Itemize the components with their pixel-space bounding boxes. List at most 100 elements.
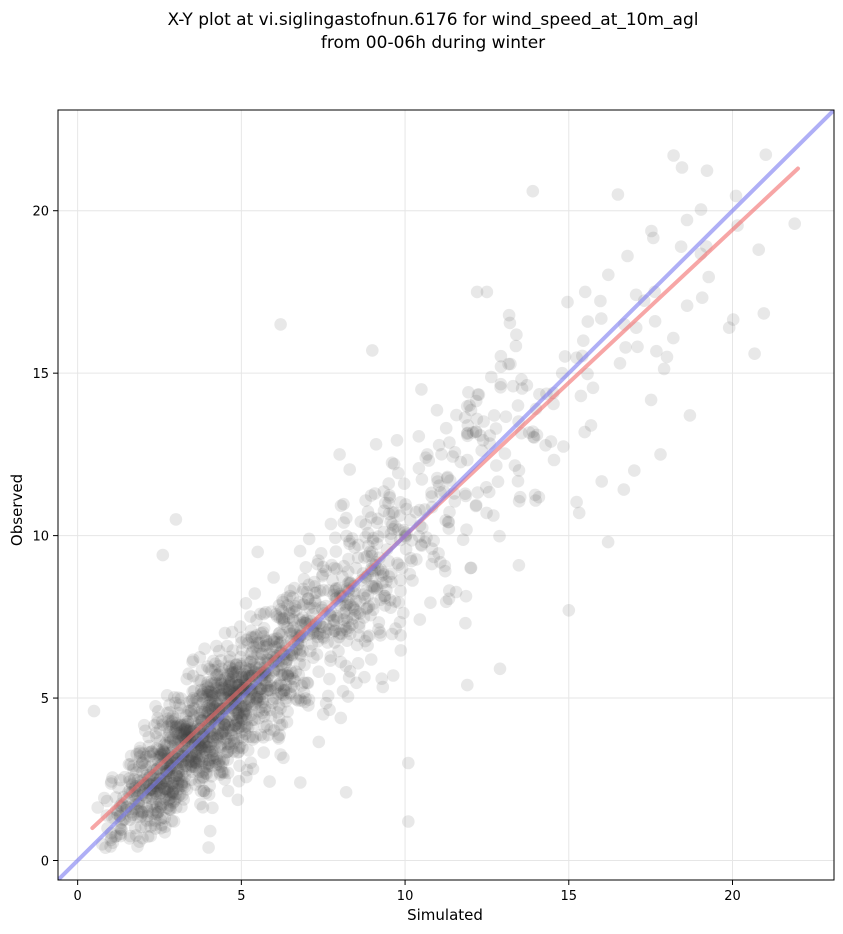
scatter-point xyxy=(142,746,155,759)
scatter-point xyxy=(168,724,182,738)
scatter-point xyxy=(226,723,240,736)
scatter-point xyxy=(235,725,248,739)
scatter-point xyxy=(225,679,238,692)
scatter-point xyxy=(289,693,303,706)
scatter-point xyxy=(512,494,526,508)
scatter-point xyxy=(393,509,407,522)
scatter-point xyxy=(192,674,206,687)
scatter-point xyxy=(511,474,525,488)
scatter-point xyxy=(208,695,222,709)
scatter-point xyxy=(493,529,506,543)
scatter-point xyxy=(277,612,291,625)
scatter-point xyxy=(361,630,374,643)
scatter-point xyxy=(330,581,343,595)
scatter-point xyxy=(231,707,245,720)
scatter-point xyxy=(288,674,302,688)
scatter-point xyxy=(494,360,508,373)
scatter-point xyxy=(192,719,205,732)
scatter-point xyxy=(404,513,417,527)
scatter-point xyxy=(114,827,127,841)
scatter-point xyxy=(310,648,324,661)
scatter-point xyxy=(215,662,229,676)
scatter-point xyxy=(210,752,223,765)
scatter-point xyxy=(176,779,190,793)
scatter-point xyxy=(415,383,428,396)
scatter-point xyxy=(267,632,281,646)
scatter-point xyxy=(319,619,333,632)
scatter-point xyxy=(222,684,235,697)
scatter-point xyxy=(213,754,227,767)
scatter-point xyxy=(502,357,515,371)
scatter-point xyxy=(274,702,287,715)
scatter-point xyxy=(164,735,177,749)
scatter-point xyxy=(166,796,180,810)
scatter-point xyxy=(343,463,357,476)
scatter-point xyxy=(176,768,189,782)
scatter-point xyxy=(352,621,366,634)
scatter-point xyxy=(380,583,393,597)
scatter-point xyxy=(648,315,662,328)
scatter-point xyxy=(189,760,202,774)
scatter-point xyxy=(168,691,181,704)
scatter-point xyxy=(161,776,174,789)
scatter-point xyxy=(667,149,680,162)
scatter-point xyxy=(316,620,330,634)
scatter-point xyxy=(244,647,258,660)
scatter-point xyxy=(173,726,187,740)
scatter-point xyxy=(272,664,286,678)
scatter-point xyxy=(145,745,159,758)
scatter-point xyxy=(464,403,478,417)
scatter-point xyxy=(337,606,351,620)
scatter-point xyxy=(461,426,474,440)
scatter-point xyxy=(134,805,148,818)
scatter-point xyxy=(460,400,474,413)
scatter-point xyxy=(211,728,225,742)
scatter-point xyxy=(389,622,402,635)
scatter-point xyxy=(179,764,192,778)
scatter-point xyxy=(482,485,496,499)
scatter-point xyxy=(527,430,540,444)
scatter-point xyxy=(162,802,176,816)
scatter-point xyxy=(287,605,301,619)
scatter-point xyxy=(281,621,294,634)
scatter-point xyxy=(123,813,137,826)
scatter-point xyxy=(236,741,249,755)
scatter-point xyxy=(267,571,280,584)
scatter-point xyxy=(203,753,217,767)
scatter-point xyxy=(402,756,415,770)
scatter-point xyxy=(274,318,287,331)
scatter-point xyxy=(291,694,305,707)
scatter-point xyxy=(172,776,185,790)
scatter-point xyxy=(175,764,189,777)
scatter-point xyxy=(177,726,191,739)
scatter-point xyxy=(216,688,229,701)
scatter-point xyxy=(215,687,228,701)
scatter-point xyxy=(229,719,242,732)
scatter-point xyxy=(358,670,371,684)
scatter-point xyxy=(325,558,339,572)
scatter-point xyxy=(349,561,363,575)
scatter-point xyxy=(216,674,229,687)
scatter-point xyxy=(285,666,299,680)
scatter-point xyxy=(439,514,453,527)
scatter-point xyxy=(172,766,185,780)
scatter-point xyxy=(180,672,194,686)
scatter-point xyxy=(359,530,372,544)
scatter-point xyxy=(166,787,180,801)
scatter-point xyxy=(660,350,674,364)
scatter-point xyxy=(281,669,295,683)
scatter-point xyxy=(281,705,294,718)
scatter-point xyxy=(384,515,397,529)
scatter-point xyxy=(272,678,286,692)
scatter-point xyxy=(163,788,176,802)
scatter-point xyxy=(272,627,286,640)
scatter-point xyxy=(341,690,355,703)
scatter-point xyxy=(106,771,119,784)
scatter-point xyxy=(335,627,349,641)
scatter-point xyxy=(249,730,262,744)
scatter-point xyxy=(458,411,472,424)
scatter-point xyxy=(410,553,423,566)
scatter-point xyxy=(442,515,456,529)
scatter-point xyxy=(334,655,348,669)
